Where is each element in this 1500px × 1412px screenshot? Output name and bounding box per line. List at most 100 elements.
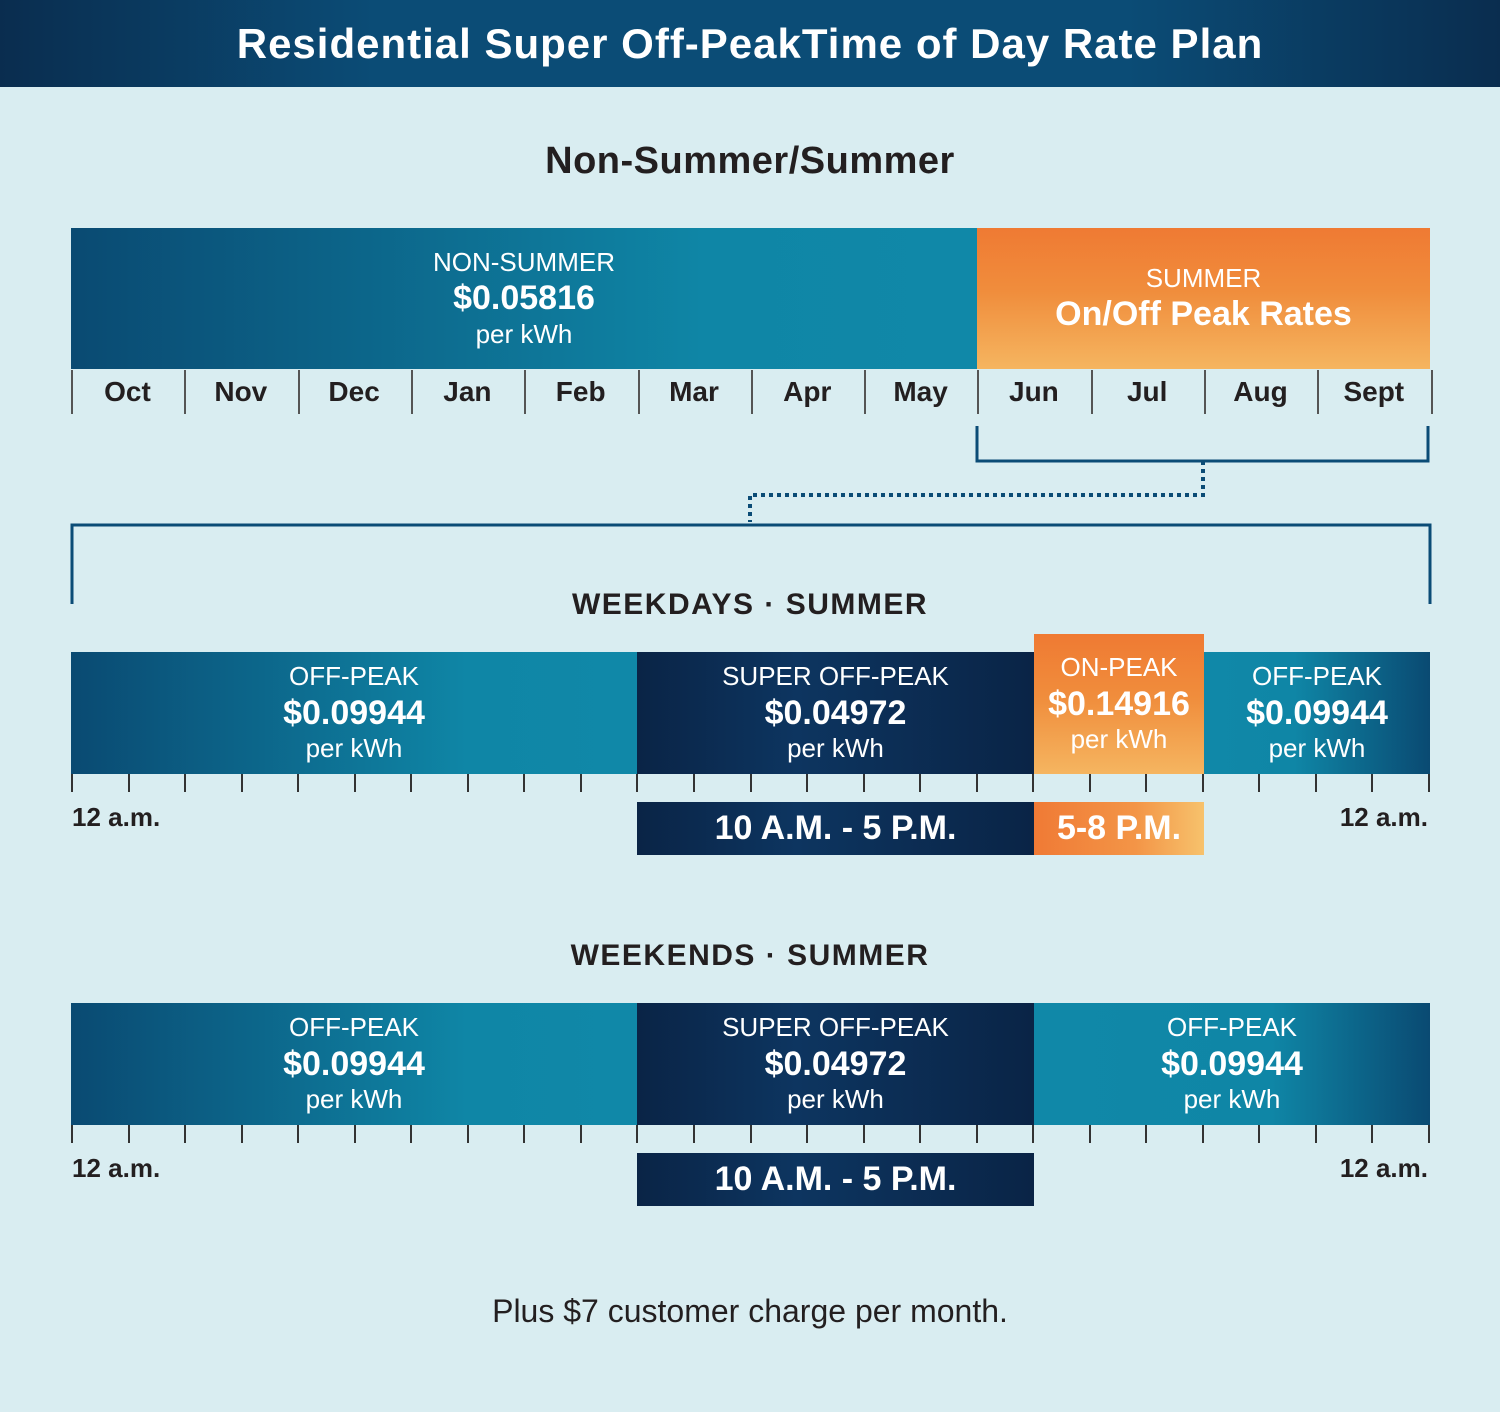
hour-tick xyxy=(636,774,638,792)
hour-tick xyxy=(580,774,582,792)
hour-tick xyxy=(467,774,469,792)
hour-tick xyxy=(1089,774,1091,792)
hour-tick xyxy=(241,774,243,792)
hour-tick xyxy=(1315,1125,1317,1143)
segment-rate: $0.09944 xyxy=(1161,1044,1303,1083)
month-label: Apr xyxy=(783,376,832,407)
month-label: Jul xyxy=(1126,376,1168,407)
segment-unit: per kWh xyxy=(787,733,884,764)
weekend-offpeak-morning: OFF-PEAK $0.09944 per kWh xyxy=(71,1003,637,1125)
segment-unit: per kWh xyxy=(787,1084,884,1115)
footer-note: Plus $7 customer charge per month. xyxy=(492,1293,1008,1329)
non-summer-unit: per kWh xyxy=(475,318,573,349)
month-divider xyxy=(751,370,753,414)
hour-tick xyxy=(976,774,978,792)
month-label: Jun xyxy=(1009,376,1059,407)
weekday-super-offpeak: SUPER OFF-PEAK $0.04972 per kWh xyxy=(637,652,1034,774)
month-divider xyxy=(977,370,979,414)
segment-label: OFF-PEAK xyxy=(1166,1012,1297,1043)
hour-tick xyxy=(1371,1125,1373,1143)
hour-tick xyxy=(297,1125,299,1143)
hour-tick xyxy=(128,774,130,792)
segment-rate: $0.04972 xyxy=(764,1044,907,1083)
hour-tick xyxy=(580,1125,582,1143)
hour-tick xyxy=(863,1125,865,1143)
month-divider xyxy=(864,370,866,414)
month-divider xyxy=(1091,370,1093,414)
hour-tick xyxy=(297,774,299,792)
weekend-super-offpeak-time: 10 A.M. - 5 P.M. xyxy=(637,1153,1034,1206)
hour-tick xyxy=(693,774,695,792)
month-divider xyxy=(524,370,526,414)
month-label: May xyxy=(893,376,948,407)
month-label: Aug xyxy=(1233,376,1288,407)
hour-tick xyxy=(1258,1125,1260,1143)
hour-tick xyxy=(863,774,865,792)
weekday-onpeak: ON-PEAK $0.14916 per kWh xyxy=(1034,634,1204,774)
weekends-title: WEEKENDS · SUMMER xyxy=(570,939,930,972)
non-summer-rate: $0.05816 xyxy=(453,279,595,318)
month-label: Sept xyxy=(1343,376,1405,407)
month-label: Jan xyxy=(443,376,492,407)
month-label: Mar xyxy=(669,376,719,407)
segment-unit: per kWh xyxy=(1183,1084,1281,1115)
summer-rate: On/Off Peak Rates xyxy=(1055,294,1352,333)
month-divider xyxy=(1431,370,1433,414)
segment-unit: per kWh xyxy=(1070,724,1168,755)
hour-tick xyxy=(1428,774,1430,792)
segment-rate: $0.09944 xyxy=(283,1044,425,1083)
weekday-start-label: 12 a.m. xyxy=(72,802,161,832)
hour-tick xyxy=(241,1125,243,1143)
hour-tick xyxy=(128,1125,130,1143)
segment-unit: per kWh xyxy=(305,733,403,764)
hour-tick xyxy=(750,1125,752,1143)
hour-tick xyxy=(184,774,186,792)
segment-label: SUPER OFF-PEAK xyxy=(722,661,949,692)
weekend-end-label: 12 a.m. xyxy=(1339,1153,1428,1183)
segment-unit: per kWh xyxy=(305,1084,403,1115)
hour-tick xyxy=(1032,1125,1034,1143)
hour-tick xyxy=(1145,774,1147,792)
month-divider xyxy=(184,370,186,414)
weekdays-title: WEEKDAYS · SUMMER xyxy=(571,588,929,621)
month-label: Nov xyxy=(214,376,268,407)
hour-tick xyxy=(467,1125,469,1143)
hour-tick xyxy=(523,1125,525,1143)
hour-tick xyxy=(1032,774,1034,792)
hour-tick xyxy=(806,774,808,792)
weekday-super-offpeak-time: 10 A.M. - 5 P.M. xyxy=(637,802,1034,855)
month-divider xyxy=(71,370,73,414)
weekday-end-label: 12 a.m. xyxy=(1339,802,1428,832)
page-header: Residential Super Off-PeakTime of Day Ra… xyxy=(0,0,1500,87)
hour-tick xyxy=(410,774,412,792)
month-divider xyxy=(1204,370,1206,414)
segment-rate: $0.09944 xyxy=(1246,693,1388,732)
hour-tick xyxy=(1202,774,1204,792)
hour-tick xyxy=(1258,774,1260,792)
segment-label: OFF-PEAK xyxy=(1251,661,1382,692)
season-title: Non-Summer/Summer xyxy=(545,140,955,182)
segment-label: OFF-PEAK xyxy=(288,1012,419,1043)
hour-tick xyxy=(636,1125,638,1143)
hour-tick xyxy=(1089,1125,1091,1143)
hour-tick xyxy=(976,1125,978,1143)
segment-label: ON-PEAK xyxy=(1060,652,1178,683)
segment-rate: $0.14916 xyxy=(1048,684,1190,723)
non-summer-label: NON-SUMMER xyxy=(433,246,615,277)
segment-label: SUPER OFF-PEAK xyxy=(722,1012,949,1043)
summer-block: SUMMER On/Off Peak Rates xyxy=(977,228,1430,369)
hour-tick xyxy=(71,1125,73,1143)
hour-tick xyxy=(523,774,525,792)
month-divider xyxy=(411,370,413,414)
hour-tick xyxy=(184,1125,186,1143)
segment-rate: $0.09944 xyxy=(283,693,425,732)
hour-tick xyxy=(806,1125,808,1143)
weekday-offpeak-morning: OFF-PEAK $0.09944 per kWh xyxy=(71,652,637,774)
month-label: Dec xyxy=(328,376,380,407)
segment-label: OFF-PEAK xyxy=(288,661,419,692)
segment-rate: $0.04972 xyxy=(764,693,907,732)
hour-tick xyxy=(1145,1125,1147,1143)
weekend-offpeak-evening: OFF-PEAK $0.09944 per kWh xyxy=(1034,1003,1430,1125)
non-summer-block: NON-SUMMER $0.05816 per kWh xyxy=(71,228,977,369)
